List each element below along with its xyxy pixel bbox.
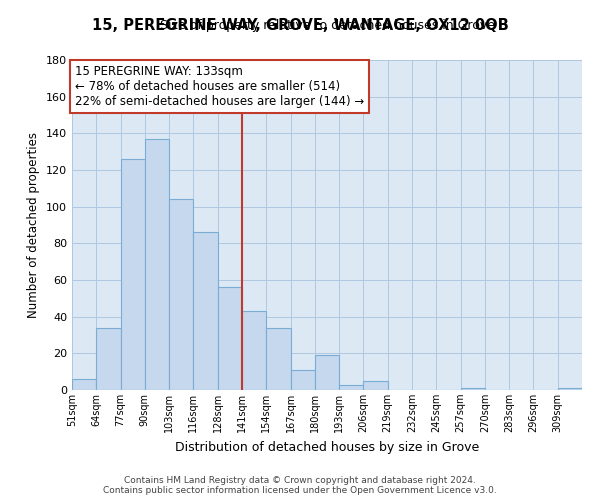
Bar xyxy=(315,355,339,390)
Bar xyxy=(193,232,218,390)
Bar xyxy=(121,159,145,390)
Bar xyxy=(364,381,388,390)
Text: 15 PEREGRINE WAY: 133sqm
← 78% of detached houses are smaller (514)
22% of semi-: 15 PEREGRINE WAY: 133sqm ← 78% of detach… xyxy=(74,65,364,108)
Bar xyxy=(145,139,169,390)
Y-axis label: Number of detached properties: Number of detached properties xyxy=(28,132,40,318)
Bar xyxy=(461,388,485,390)
Bar xyxy=(169,200,193,390)
Bar xyxy=(290,370,315,390)
Bar xyxy=(242,311,266,390)
Text: Contains HM Land Registry data © Crown copyright and database right 2024.
Contai: Contains HM Land Registry data © Crown c… xyxy=(103,476,497,495)
Bar xyxy=(339,384,364,390)
Title: Size of property relative to detached houses in Grove: Size of property relative to detached ho… xyxy=(160,20,494,32)
Bar xyxy=(72,379,96,390)
X-axis label: Distribution of detached houses by size in Grove: Distribution of detached houses by size … xyxy=(175,440,479,454)
Bar xyxy=(218,288,242,390)
Bar xyxy=(96,328,121,390)
Bar xyxy=(558,388,582,390)
Bar xyxy=(266,328,290,390)
Text: 15, PEREGRINE WAY, GROVE, WANTAGE, OX12 0QB: 15, PEREGRINE WAY, GROVE, WANTAGE, OX12 … xyxy=(92,18,508,32)
